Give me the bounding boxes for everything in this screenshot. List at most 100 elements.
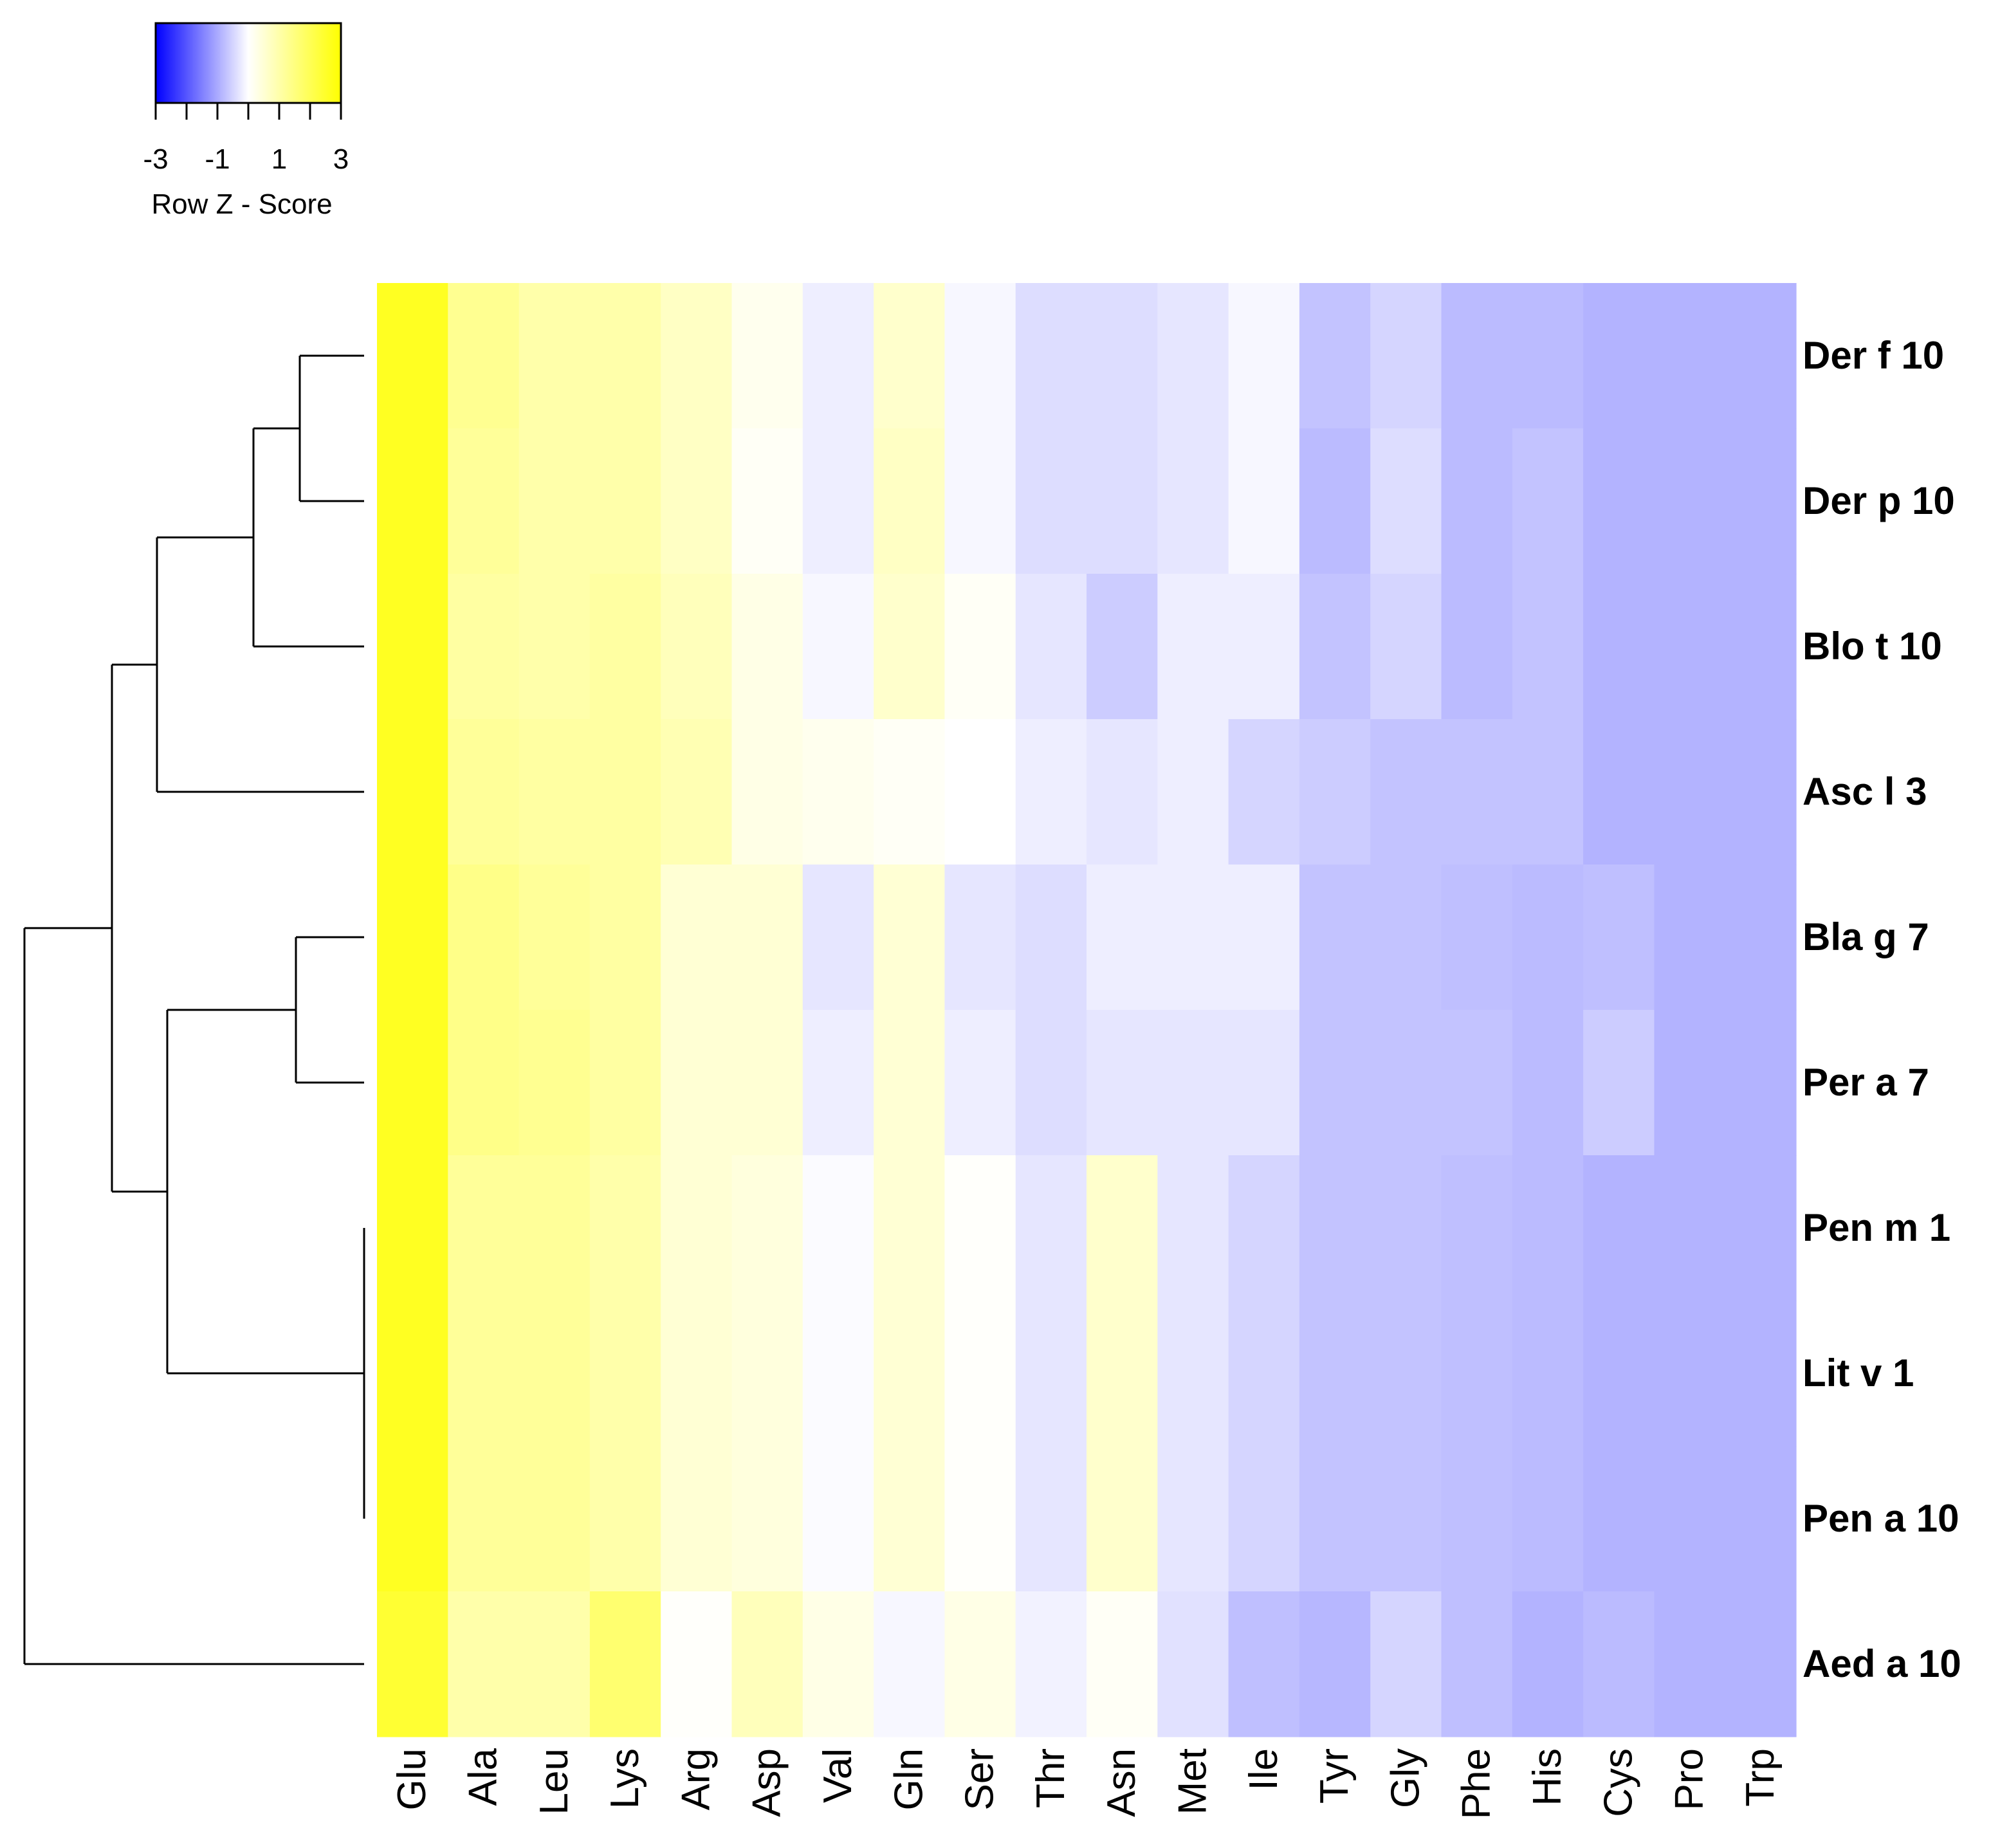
heatmap-cell (1370, 865, 1442, 1011)
heatmap-cell (518, 428, 591, 574)
heatmap-cell (944, 1591, 1016, 1737)
heatmap-cell (1512, 1591, 1584, 1737)
heatmap-cell (448, 1591, 520, 1737)
heatmap-cell (1015, 283, 1087, 429)
heatmap-cell (802, 283, 874, 429)
heatmap-cell (1512, 719, 1584, 865)
row-label: Pen a 10 (1803, 1497, 1959, 1540)
heatmap-cell (944, 1301, 1016, 1447)
heatmap-cell (377, 719, 448, 865)
heatmap-cell (731, 865, 803, 1011)
heatmap-cell (589, 719, 661, 865)
heatmap-cell (661, 719, 733, 865)
heatmap-cell (1725, 1446, 1797, 1592)
heatmap-cell (1725, 283, 1797, 429)
heatmap-cell (1583, 428, 1655, 574)
heatmap-cell (589, 1155, 661, 1301)
column-label: Arg (674, 1748, 718, 1810)
row-label: Lit v 1 (1803, 1351, 1914, 1395)
heatmap-cell (1654, 719, 1726, 865)
heatmap-cell (448, 1301, 520, 1447)
heatmap-cell (518, 574, 591, 720)
heatmap-cell (1157, 428, 1229, 574)
heatmap-cell (731, 1301, 803, 1447)
heatmap-cell (1725, 865, 1797, 1011)
heatmap-cell (874, 428, 945, 574)
heatmap-cell (1654, 1446, 1726, 1592)
heatmap-cell (448, 1446, 520, 1592)
heatmap-cell (661, 1591, 733, 1737)
heatmap-cell (731, 574, 803, 720)
heatmap-cell (1654, 283, 1726, 429)
heatmap-cell (661, 1301, 733, 1447)
heatmap-cell (1087, 1155, 1158, 1301)
heatmap-cells (377, 283, 1797, 1737)
heatmap-cell (874, 1010, 945, 1156)
heatmap-cell (1583, 1010, 1655, 1156)
heatmap-cell (589, 283, 661, 429)
heatmap-cell (1087, 574, 1158, 720)
heatmap-cell (1725, 428, 1797, 574)
heatmap-cell (1512, 1301, 1584, 1447)
column-label: Asn (1099, 1748, 1144, 1817)
heatmap-cell (1583, 719, 1655, 865)
heatmap-cell (1583, 574, 1655, 720)
heatmap-cell (802, 719, 874, 865)
heatmap-cell (1015, 865, 1087, 1011)
heatmap-cell (944, 865, 1016, 1011)
heatmap-cell (1654, 1591, 1726, 1737)
heatmap-cell (1299, 1446, 1371, 1592)
heatmap-cell (1299, 719, 1371, 865)
heatmap-cell (1157, 1591, 1229, 1737)
heatmap-cell (1299, 574, 1371, 720)
heatmap-cell (518, 1301, 591, 1447)
heatmap-cell (1512, 1446, 1584, 1592)
heatmap-cell (518, 283, 591, 429)
heatmap-cell (1015, 1301, 1087, 1447)
heatmap-cell (731, 1155, 803, 1301)
heatmap-cell (1370, 1010, 1442, 1156)
heatmap-cell (1725, 1301, 1797, 1447)
heatmap-cell (1015, 1591, 1087, 1737)
heatmap-cell (448, 428, 520, 574)
heatmap-cell (1441, 719, 1513, 865)
heatmap-cell (802, 1591, 874, 1737)
heatmap-cell (1299, 1010, 1371, 1156)
heatmap-cell (944, 1010, 1016, 1156)
heatmap-cell (661, 428, 733, 574)
heatmap-cell (1583, 283, 1655, 429)
heatmap-cell (874, 1446, 945, 1592)
column-label: Gly (1383, 1748, 1427, 1808)
heatmap-cell (1512, 865, 1584, 1011)
heatmap-cell (1015, 719, 1087, 865)
heatmap-cell (377, 1301, 448, 1447)
heatmap-cell (1370, 1446, 1442, 1592)
column-label: Met (1171, 1748, 1215, 1815)
heatmap-cell (518, 719, 591, 865)
heatmap-cell (448, 719, 520, 865)
row-label: Aed a 10 (1803, 1642, 1961, 1685)
heatmap-cell (1015, 574, 1087, 720)
heatmap-cell (802, 574, 874, 720)
heatmap-cell (1228, 1446, 1300, 1592)
heatmap-cell (1087, 283, 1158, 429)
heatmap-cell (1299, 865, 1371, 1011)
heatmap-cell (1512, 283, 1584, 429)
heatmap-cell (874, 283, 945, 429)
heatmap-cell (448, 1010, 520, 1156)
column-label: Val (816, 1748, 860, 1803)
row-label: Pen m 1 (1803, 1206, 1950, 1249)
heatmap-cell (448, 283, 520, 429)
column-label: Ala (461, 1748, 506, 1806)
heatmap-cell (589, 1010, 661, 1156)
heatmap-cell (377, 865, 448, 1011)
heatmap-cell (1228, 1010, 1300, 1156)
heatmap-cell (1512, 1155, 1584, 1301)
heatmap-cell (661, 283, 733, 429)
heatmap-cell (1441, 574, 1513, 720)
heatmap-cell (589, 428, 661, 574)
heatmap-cell (518, 865, 591, 1011)
heatmap-cell (448, 574, 520, 720)
heatmap-cell (1441, 865, 1513, 1011)
